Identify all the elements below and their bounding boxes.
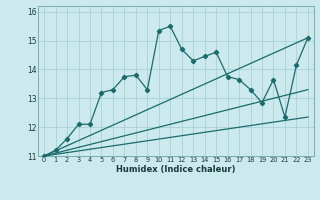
X-axis label: Humidex (Indice chaleur): Humidex (Indice chaleur) (116, 165, 236, 174)
